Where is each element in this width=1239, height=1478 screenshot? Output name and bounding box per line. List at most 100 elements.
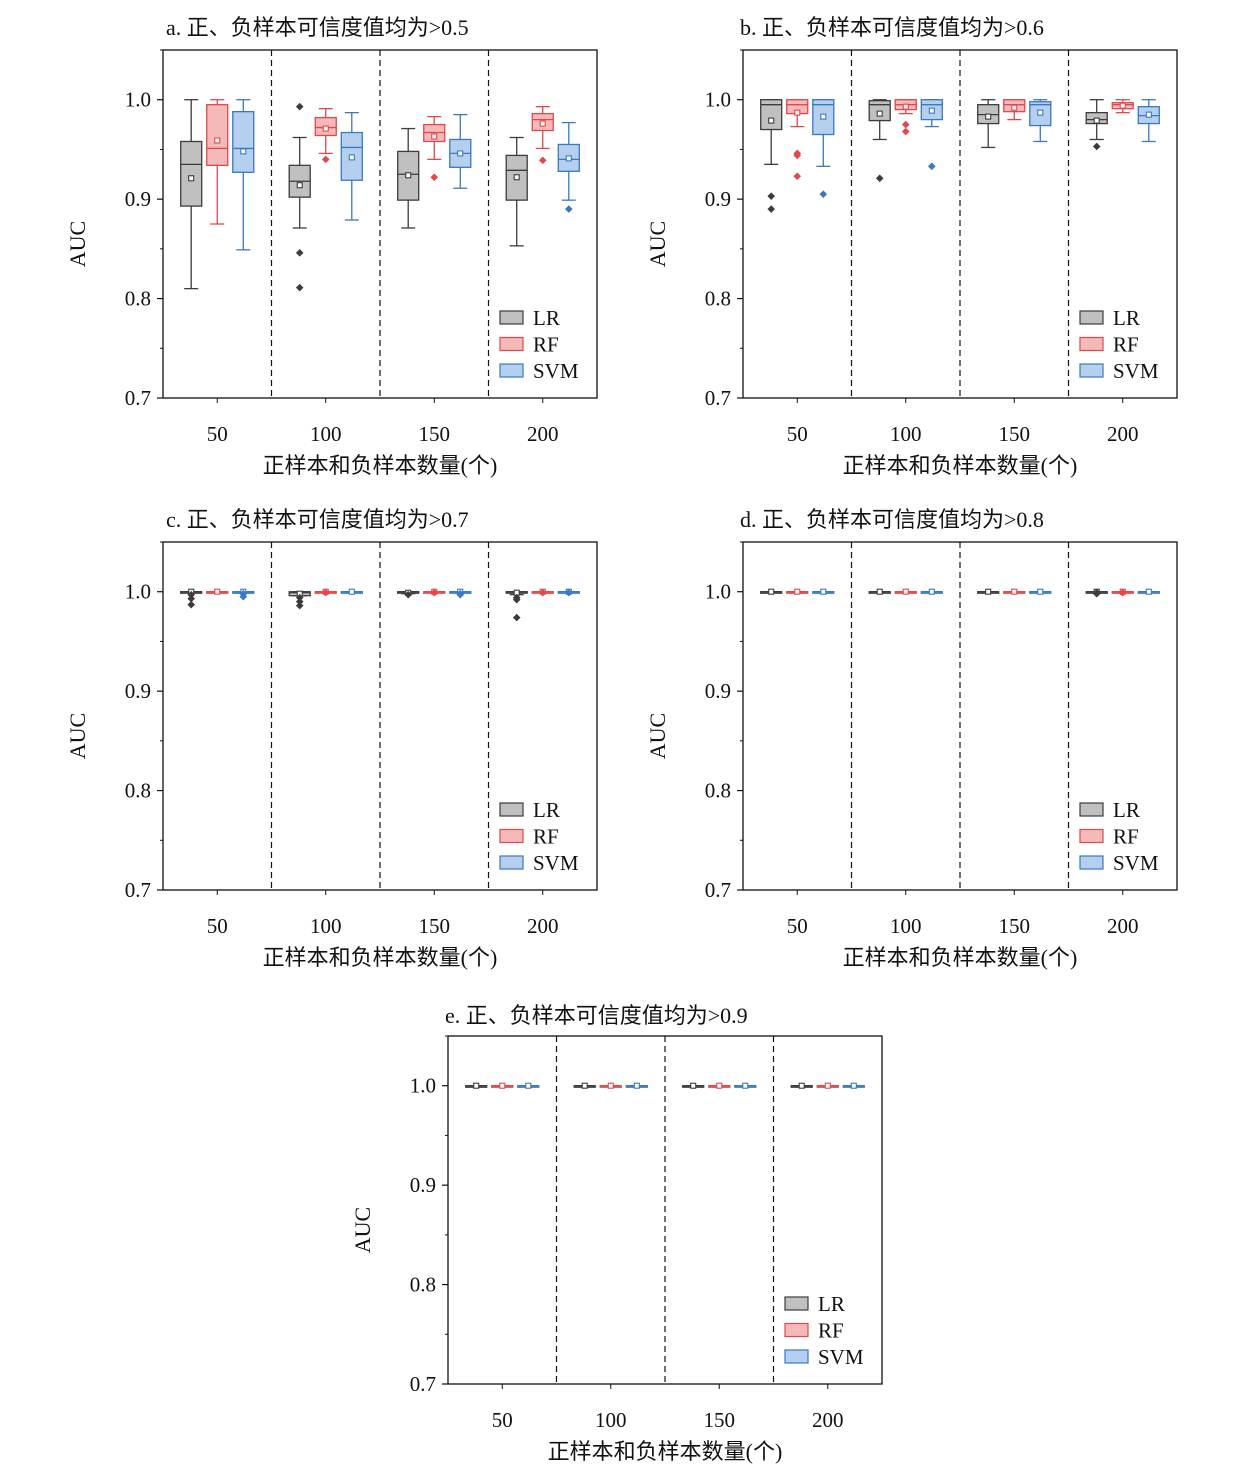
box-rf [206,99,229,225]
y-tick-label: 0.8 [705,287,731,311]
box-plot-e: 0.7 0.8 0.9 1.0 AUC 50 100 150 200 正样本和负样本数量(个) LR… [350,1035,883,1464]
mean-marker [539,120,546,127]
legend-label: RF [1113,333,1139,357]
legend-swatch-lr [499,310,524,325]
mean-marker [1011,104,1018,111]
box-rf [786,588,809,595]
chart-panel-e: e. 正、负样本可信度值均为>0.9 0.7 0.8 0.9 1.0 AUC 50 100 1… [285,988,905,1478]
mean-marker [1037,109,1044,116]
legend-label: SVM [1113,851,1159,875]
outlier-point [512,613,521,622]
outlier-point [793,172,802,181]
x-axis-label: 正样本和负样本数量(个) [843,945,1078,970]
mean-marker [1037,588,1044,595]
box-svm [625,1082,648,1089]
y-tick-label: 0.9 [705,187,731,211]
box-svm [920,99,943,171]
legend-swatch-rf [499,336,524,352]
x-tick-label: 200 [1107,422,1139,446]
chart-title: d. 正、负样本可信度值均为>0.8 [740,507,1044,532]
y-tick-label: 1.0 [125,88,151,112]
box-svm [920,588,943,595]
legend-label: RF [533,825,559,849]
mean-marker [902,103,909,110]
outlier-point [901,127,910,136]
iqr-box [206,104,229,166]
legend-label: LR [818,1292,845,1316]
mean-marker [607,1082,614,1089]
mean-marker [525,1082,532,1089]
y-tick-label: 1.0 [125,580,151,604]
box-rf [423,115,446,182]
legend-swatch-lr [499,802,524,817]
box-rf [894,99,917,136]
box-lr [397,589,420,599]
box-svm [1137,588,1160,595]
y-tick-label: 0.7 [125,386,151,410]
iqr-box [180,140,203,207]
x-axis-label: 正样本和负样本数量(个) [843,453,1078,478]
box-svm [812,99,835,198]
x-tick-label: 100 [310,422,342,446]
y-tick-label: 0.9 [125,679,151,703]
y-axis-label: AUC [645,713,670,759]
box-lr [573,1082,596,1089]
outlier-point [295,597,304,606]
box-svm [1137,99,1160,143]
mean-marker [742,1082,749,1089]
box-lr [682,1082,705,1089]
box-svm [557,588,580,597]
mean-marker [1145,588,1152,595]
legend-label: LR [533,798,560,822]
mean-marker [1011,588,1018,595]
outlier-point [430,173,439,182]
y-axis-label: AUC [645,221,670,267]
box-rf [708,1082,731,1089]
box-rf [206,588,229,595]
legend-swatch-lr [784,1296,809,1311]
x-axis-label: 正样本和负样本数量(个) [263,453,498,478]
outlier-point [187,600,196,609]
legend-swatch-svm [1079,855,1104,870]
x-tick-label: 200 [527,914,559,938]
mean-marker [820,588,827,595]
outlier-point [1092,142,1101,151]
x-tick-label: 100 [890,422,922,446]
box-rf [786,99,809,181]
box-rf [531,588,554,597]
mean-marker [240,148,247,155]
x-tick-label: 150 [419,422,451,446]
iqr-box [760,99,783,131]
box-lr [465,1082,488,1089]
y-tick-label: 1.0 [705,88,731,112]
box-lr [505,589,528,622]
y-tick-label: 1.0 [410,1074,436,1098]
outlier-point [430,588,439,597]
box-svm [812,588,835,595]
box-plot-a: 0.7 0.8 0.9 1.0 AUC 50 100 150 200 正样本和负样本数量(个) LR… [65,49,598,478]
box-rf [816,1082,839,1089]
mean-marker [690,1082,697,1089]
legend-swatch-rf [499,828,524,844]
y-tick-label: 0.7 [705,386,731,410]
chart-panel-a: a. 正、负样本可信度值均为>0.5 0.7 0.8 0.9 1.0 AUC 50 100 1… [0,0,620,490]
box-rf [314,588,337,597]
legend-swatch-rf [1079,828,1104,844]
outlier-point [1118,588,1127,597]
mean-marker [214,137,221,144]
legend-label: RF [1113,825,1139,849]
box-rf [314,108,337,164]
box-svm [1029,588,1052,595]
y-tick-label: 1.0 [705,580,731,604]
x-axis-label: 正样本和负样本数量(个) [263,945,498,970]
box-svm [734,1082,757,1089]
legend-swatch-svm [499,855,524,870]
outlier-point [321,155,330,164]
legend-swatch-lr [1079,310,1104,325]
mean-marker [348,154,355,161]
y-tick-label: 0.9 [410,1173,436,1197]
box-lr [1085,588,1108,598]
mean-marker [565,155,572,162]
y-axis-label: AUC [350,1207,375,1253]
outlier-point [1092,589,1101,598]
